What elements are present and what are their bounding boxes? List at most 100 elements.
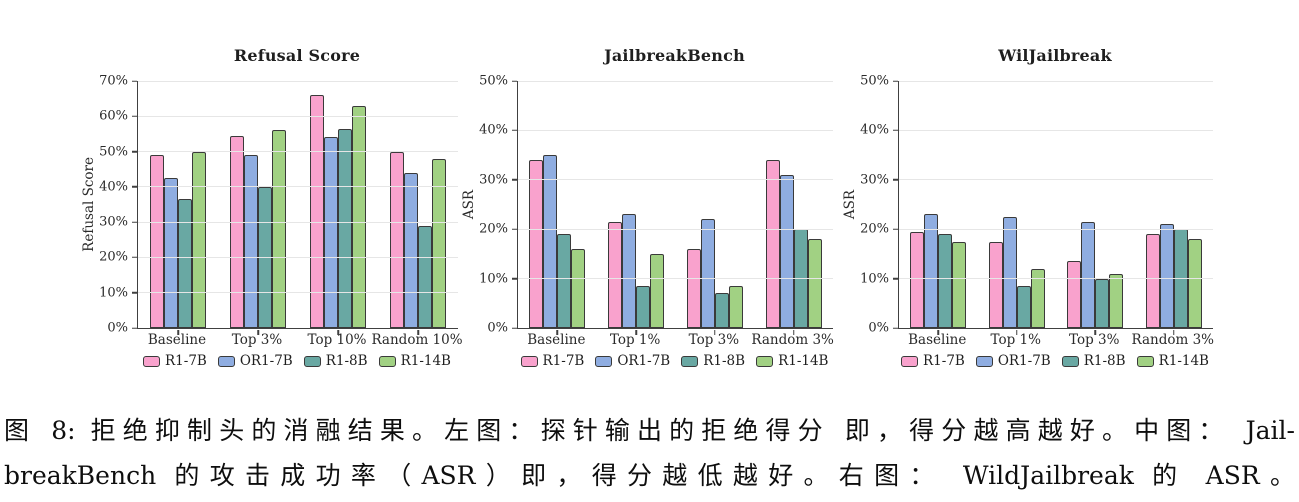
x-tick-mark bbox=[177, 330, 179, 335]
bar-r1-8b bbox=[557, 234, 572, 328]
y-tick-label: 20% bbox=[479, 221, 508, 237]
x-tick-label: Baseline bbox=[908, 332, 967, 348]
legend: R1-7B OR1-7B R1-8B R1-14B bbox=[898, 353, 1212, 369]
bar-or1-7b bbox=[700, 219, 715, 328]
legend-swatch-r1-8b bbox=[303, 355, 321, 367]
x-tick-label: Random 3% bbox=[1131, 332, 1215, 348]
x-tick-mark bbox=[937, 330, 939, 335]
y-tick-label: 30% bbox=[860, 172, 889, 188]
bar-group-top-10 bbox=[298, 81, 378, 328]
legend-item-or1-7b: OR1-7B bbox=[595, 353, 670, 369]
x-tick-label: Top 1% bbox=[990, 332, 1041, 348]
x-tick-label: Top 10% bbox=[307, 332, 367, 348]
gridline bbox=[138, 115, 458, 117]
bar-r1-8b bbox=[338, 128, 352, 328]
chart-title: Refusal Score bbox=[233, 46, 361, 65]
bar-r1-7b bbox=[230, 135, 244, 328]
y-tick-mark bbox=[893, 228, 898, 230]
legend-label: R1-8B bbox=[1083, 353, 1126, 369]
bar-r1-8b bbox=[178, 199, 192, 328]
y-tick-label: 0% bbox=[107, 320, 128, 336]
legend-swatch-r1-14b bbox=[1136, 355, 1154, 367]
bar-r1-14b bbox=[650, 253, 665, 328]
bar-or1-7b bbox=[324, 137, 338, 328]
y-tick-label: 30% bbox=[99, 214, 128, 230]
legend-label: R1-14B bbox=[1158, 353, 1209, 369]
bar-r1-7b bbox=[765, 160, 780, 328]
plot-area bbox=[898, 80, 1214, 335]
bar-or1-7b bbox=[164, 178, 178, 328]
chart-jailbreakbench: JailbreakBench ASR 0% 10% 20% 30% 40% 50% Bas… bbox=[461, 46, 834, 369]
bar-r1-8b bbox=[1095, 278, 1110, 328]
bar-r1-14b bbox=[952, 241, 967, 328]
legend-label: R1-7B bbox=[542, 353, 585, 369]
y-tick-mark bbox=[512, 277, 517, 280]
x-tick-mark bbox=[1173, 330, 1175, 335]
bar-r1-14b bbox=[571, 248, 586, 328]
x-tick-label: Baseline bbox=[147, 332, 207, 348]
legend-label: R1-14B bbox=[778, 353, 829, 369]
legend-item-or1-7b: OR1-7B bbox=[975, 353, 1051, 369]
bar-group-baseline bbox=[518, 81, 597, 328]
x-tick-label: Baseline bbox=[527, 332, 586, 348]
x-axis-ticks: Baseline Top 1% Top 3% Random 3% bbox=[898, 331, 1215, 350]
x-tick-mark bbox=[257, 330, 259, 335]
y-axis-ticks: 0% 10% 20% 30% 40% 50% bbox=[858, 75, 898, 335]
bar-or1-7b bbox=[1081, 221, 1096, 328]
y-tick-label: 20% bbox=[99, 249, 128, 265]
x-tick-mark bbox=[1094, 330, 1096, 335]
bar-or1-7b bbox=[924, 214, 939, 328]
legend-item-r1-8b: R1-8B bbox=[1061, 353, 1126, 369]
bar-r1-7b bbox=[1145, 234, 1160, 328]
x-tick-label: Top 3% bbox=[231, 332, 283, 348]
caption-line-1: 图 8: 拒绝抑制头的消融结果。左图：探针输出的拒绝得分 即，得分越高越好。中图… bbox=[4, 416, 1295, 445]
y-tick-mark bbox=[893, 80, 898, 82]
y-tick-label: 10% bbox=[99, 285, 128, 301]
gridline bbox=[899, 278, 1213, 280]
x-tick-mark bbox=[792, 330, 795, 335]
bar-group-top-3 bbox=[218, 81, 298, 328]
y-tick-label: 10% bbox=[479, 271, 508, 287]
x-tick-mark bbox=[714, 330, 716, 335]
x-tick-label: Top 3% bbox=[1069, 332, 1120, 348]
legend-item-or1-7b: OR1-7B bbox=[217, 353, 293, 369]
x-tick-mark bbox=[635, 330, 637, 335]
y-tick-label: 40% bbox=[99, 179, 128, 195]
gridline bbox=[518, 80, 833, 82]
bar-r1-14b bbox=[728, 286, 743, 328]
y-tick-mark bbox=[132, 186, 137, 188]
bar-r1-7b bbox=[686, 248, 701, 328]
legend-item-r1-7b: R1-7B bbox=[143, 353, 207, 369]
y-axis-label: Refusal Score bbox=[81, 157, 97, 252]
bar-r1-8b bbox=[1016, 286, 1031, 328]
y-tick-label: 50% bbox=[860, 73, 889, 89]
y-tick-mark bbox=[512, 228, 517, 230]
bar-r1-14b bbox=[192, 151, 206, 328]
bar-r1-7b bbox=[529, 160, 544, 328]
chart-refusal-score: Refusal Score Refusal Score 0% 10% 20% 30% 4… bbox=[81, 46, 463, 369]
legend-item-r1-7b: R1-7B bbox=[520, 353, 585, 369]
legend-label: R1-7B bbox=[923, 353, 965, 369]
bar-or1-7b bbox=[1159, 224, 1174, 328]
bar-group-random-3 bbox=[1135, 81, 1214, 328]
y-tick-mark bbox=[132, 80, 137, 82]
plot-area bbox=[137, 80, 458, 335]
gridline bbox=[138, 186, 458, 188]
y-tick-mark bbox=[893, 277, 898, 280]
gridline bbox=[518, 228, 833, 230]
y-axis-label: ASR bbox=[842, 189, 858, 220]
legend-item-r1-14b: R1-14B bbox=[756, 353, 828, 369]
legend-swatch-r1-7b bbox=[520, 355, 538, 367]
bar-r1-8b bbox=[938, 234, 953, 328]
bar-r1-7b bbox=[310, 95, 324, 328]
bar-group-random-10 bbox=[378, 81, 458, 328]
bar-r1-14b bbox=[1187, 239, 1202, 328]
y-axis-label-container: ASR bbox=[842, 81, 858, 328]
y-tick-mark bbox=[132, 291, 137, 294]
y-tick-mark bbox=[512, 327, 517, 329]
gridline bbox=[138, 151, 458, 153]
legend-swatch-r1-8b bbox=[1061, 355, 1079, 367]
y-tick-mark bbox=[893, 327, 898, 329]
caption-line-2: breakBench 的攻击成功率（ASR）即，得分越低越好。右图： WildJ… bbox=[4, 461, 1295, 490]
y-tick-mark bbox=[512, 129, 517, 132]
